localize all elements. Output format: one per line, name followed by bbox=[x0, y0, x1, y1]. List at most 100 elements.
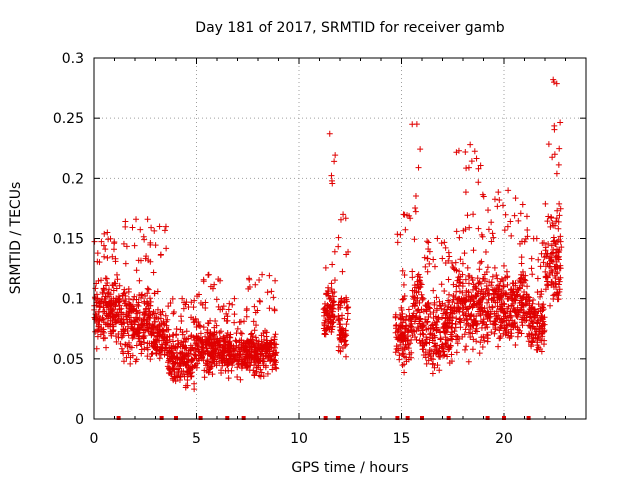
data-point bbox=[493, 272, 500, 279]
data-point bbox=[421, 254, 428, 261]
data-point bbox=[130, 296, 137, 303]
data-point bbox=[245, 340, 252, 347]
data-point bbox=[195, 291, 202, 298]
data-point bbox=[551, 222, 558, 229]
data-point bbox=[335, 343, 342, 350]
data-point bbox=[138, 318, 145, 325]
data-point bbox=[410, 300, 417, 307]
data-point bbox=[549, 269, 556, 276]
data-point bbox=[344, 310, 351, 317]
data-point bbox=[552, 241, 559, 248]
data-point bbox=[127, 344, 134, 351]
data-point bbox=[125, 296, 132, 303]
data-point bbox=[507, 218, 514, 225]
data-point bbox=[476, 266, 483, 273]
data-point bbox=[167, 299, 174, 306]
data-point bbox=[93, 345, 100, 352]
data-point bbox=[125, 323, 132, 330]
data-point bbox=[154, 337, 161, 344]
data-point bbox=[548, 267, 555, 274]
data-point bbox=[129, 224, 136, 231]
data-point bbox=[445, 303, 452, 310]
data-point bbox=[193, 364, 200, 371]
data-point bbox=[556, 200, 563, 207]
data-point bbox=[543, 273, 550, 280]
data-point bbox=[461, 346, 468, 353]
data-point bbox=[434, 235, 441, 242]
data-point bbox=[99, 289, 106, 296]
data-point bbox=[234, 364, 241, 371]
y-tick-label: 0 bbox=[75, 412, 84, 428]
data-point bbox=[522, 317, 529, 324]
data-point bbox=[557, 238, 564, 245]
data-point bbox=[434, 305, 441, 312]
data-point bbox=[337, 335, 344, 342]
data-point bbox=[322, 317, 329, 324]
data-point bbox=[553, 215, 560, 222]
data-point bbox=[526, 314, 533, 321]
data-point bbox=[531, 315, 538, 322]
data-point bbox=[401, 271, 408, 278]
data-point bbox=[339, 315, 346, 322]
data-point bbox=[431, 263, 438, 270]
data-point bbox=[491, 330, 498, 337]
data-point bbox=[498, 291, 505, 298]
data-point bbox=[518, 254, 525, 261]
data-point bbox=[426, 304, 433, 311]
data-point bbox=[430, 314, 437, 321]
data-point bbox=[477, 259, 484, 266]
data-point bbox=[152, 310, 159, 317]
data-point bbox=[553, 80, 560, 87]
data-point bbox=[121, 289, 128, 296]
data-point bbox=[483, 321, 490, 328]
data-point bbox=[146, 308, 153, 315]
data-point bbox=[550, 283, 557, 290]
data-point bbox=[504, 223, 511, 230]
data-point bbox=[131, 332, 138, 339]
data-point bbox=[154, 333, 161, 340]
data-point bbox=[498, 322, 505, 329]
data-point bbox=[330, 293, 337, 300]
data-point bbox=[331, 158, 338, 165]
data-point bbox=[485, 310, 492, 317]
data-point bbox=[462, 276, 469, 283]
data-point bbox=[409, 312, 416, 319]
data-point bbox=[542, 268, 549, 275]
data-point bbox=[204, 320, 211, 327]
data-point bbox=[257, 373, 264, 380]
data-point bbox=[434, 318, 441, 325]
data-point bbox=[533, 319, 540, 326]
data-point bbox=[236, 319, 243, 326]
data-point bbox=[150, 269, 157, 276]
data-point bbox=[100, 285, 107, 292]
data-point bbox=[462, 149, 469, 156]
data-point bbox=[321, 321, 328, 328]
data-point bbox=[405, 341, 412, 348]
data-point bbox=[135, 335, 142, 342]
data-point bbox=[137, 257, 144, 264]
data-point bbox=[94, 250, 101, 257]
data-point bbox=[539, 240, 546, 247]
data-point bbox=[468, 316, 475, 323]
data-point bbox=[164, 363, 171, 370]
data-point bbox=[494, 299, 501, 306]
data-point bbox=[207, 345, 214, 352]
data-point bbox=[463, 343, 470, 350]
data-point bbox=[404, 337, 411, 344]
zero-marker bbox=[395, 416, 400, 420]
data-point bbox=[454, 333, 461, 340]
data-point bbox=[123, 303, 130, 310]
data-point bbox=[179, 371, 186, 378]
data-point bbox=[399, 310, 406, 317]
data-point bbox=[123, 243, 130, 250]
data-point bbox=[533, 346, 540, 353]
data-point bbox=[489, 273, 496, 280]
data-point bbox=[218, 328, 225, 335]
data-point bbox=[450, 292, 457, 299]
data-point bbox=[252, 344, 259, 351]
data-point bbox=[111, 319, 118, 326]
data-point bbox=[441, 287, 448, 294]
data-point bbox=[510, 280, 517, 287]
data-point bbox=[107, 323, 113, 330]
data-point bbox=[431, 299, 438, 306]
